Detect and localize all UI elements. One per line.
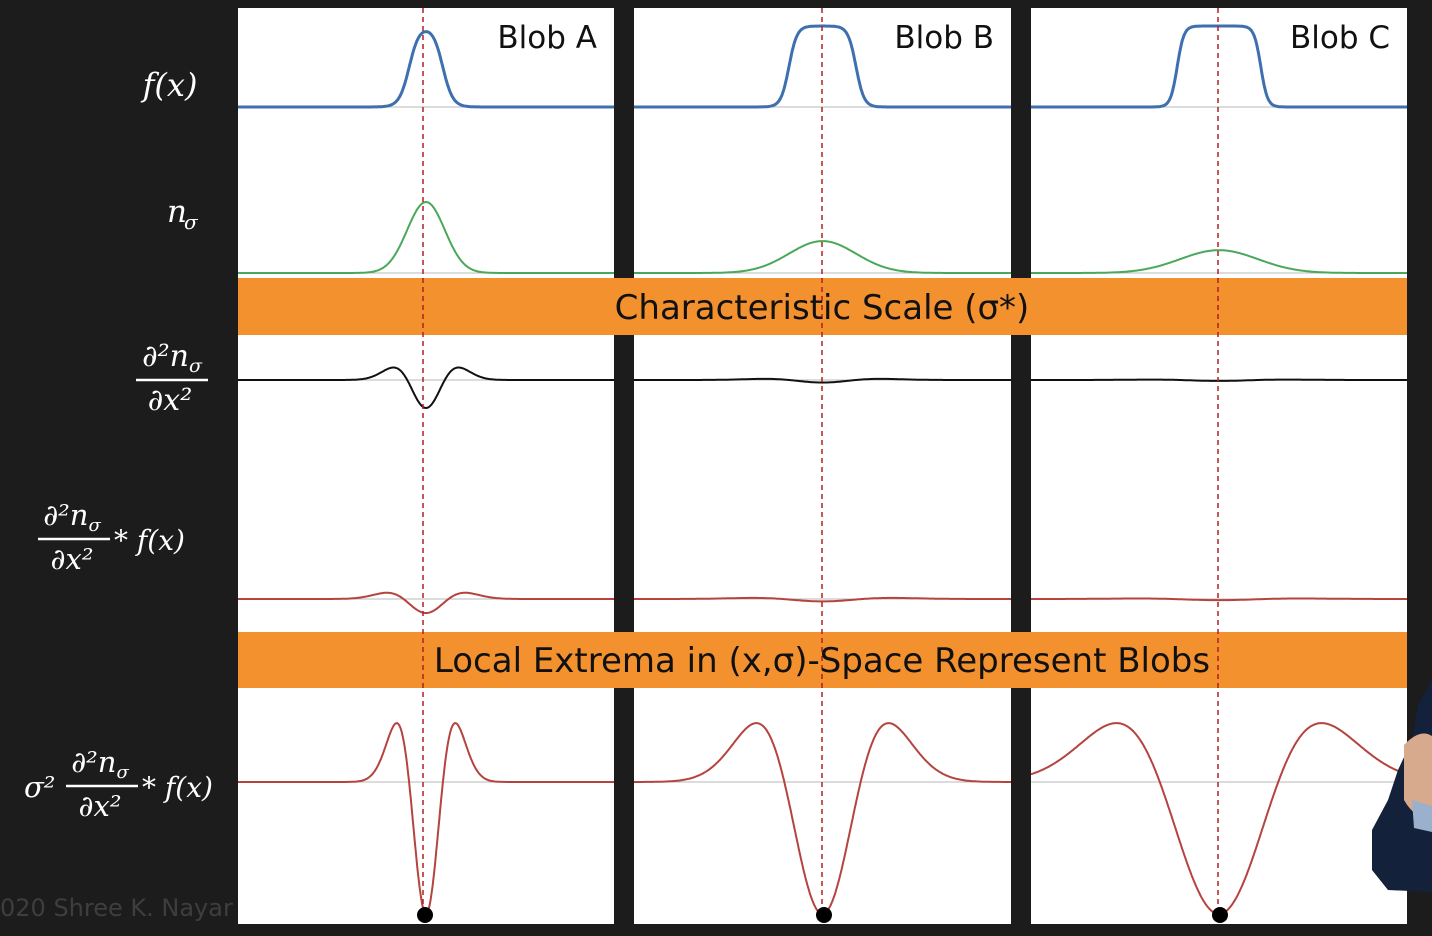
curve-n-blob-c <box>1031 249 1407 274</box>
characteristic-scale-text: Characteristic Scale (σ*) <box>615 288 1030 328</box>
blob-title: Blob C <box>1290 20 1390 56</box>
svg-text:σ²: σ² <box>24 770 55 804</box>
svg-text:* f(x): * f(x) <box>142 771 213 804</box>
blob-title: Blob A <box>497 20 597 56</box>
curve-d2-blob-a <box>238 366 614 410</box>
label-second-derivative: ∂²nσ ∂x² <box>136 339 208 418</box>
panel-blob-c <box>1031 8 1407 924</box>
curve-conv-blob-a <box>238 591 614 614</box>
extremum-marker <box>1212 907 1228 923</box>
svg-text:∂x²: ∂x² <box>148 383 192 418</box>
label-n-sigma: n σ <box>167 194 199 234</box>
watermark: 020 Shree K. Nayar <box>0 894 233 922</box>
svg-text:n: n <box>167 194 187 230</box>
curve-conv-blob-b <box>634 596 1011 603</box>
svg-text:* f(x): * f(x) <box>114 524 185 557</box>
panel-blob-a <box>238 8 614 924</box>
extremum-marker <box>816 907 832 923</box>
svg-text:σ: σ <box>184 210 199 234</box>
curve-d2-blob-c <box>1031 378 1407 382</box>
svg-text:∂x²: ∂x² <box>79 789 122 823</box>
blob-title: Blob B <box>894 20 994 56</box>
curve-f-blob-c <box>1031 24 1407 109</box>
svg-text:∂²nσ: ∂²nσ <box>142 339 203 377</box>
presenter-silhouette <box>1372 680 1432 892</box>
svg-text:∂²nσ: ∂²nσ <box>43 498 101 536</box>
label-normalized: σ² ∂²nσ ∂x² * f(x) <box>24 745 213 823</box>
local-extrema-text: Local Extrema in (x,σ)-Space Represent B… <box>434 641 1210 681</box>
svg-text:∂²nσ: ∂²nσ <box>71 745 129 783</box>
curve-d2-blob-b <box>634 377 1011 384</box>
row-labels: f(x) n σ ∂²nσ ∂x² ∂²nσ ∂x² * f(x) σ² ∂²n… <box>24 66 213 823</box>
label-convolution: ∂²nσ ∂x² * f(x) <box>38 498 185 576</box>
curve-f-blob-a <box>238 30 614 109</box>
extremum-marker <box>417 907 433 923</box>
panel-blob-b <box>634 8 1011 924</box>
label-f: f(x) <box>141 66 198 104</box>
curve-n-blob-a <box>238 200 614 274</box>
curve-conv-blob-c <box>1031 597 1407 602</box>
svg-text:∂x²: ∂x² <box>51 542 94 576</box>
curve-n-blob-b <box>634 240 1011 274</box>
